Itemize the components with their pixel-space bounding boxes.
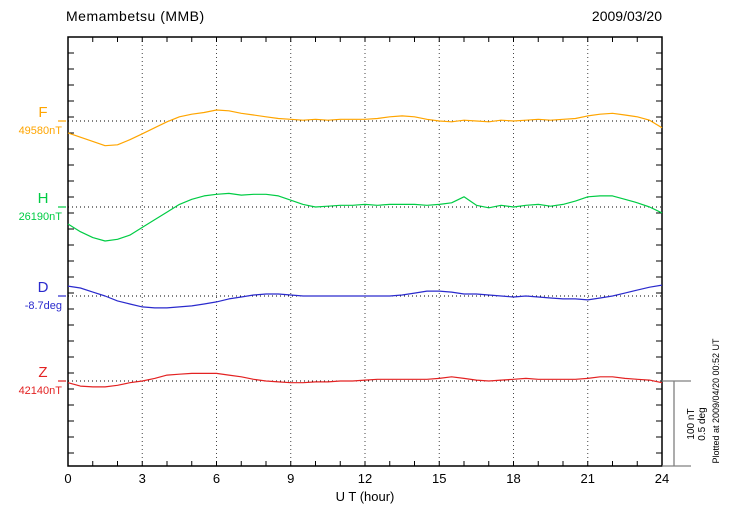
component-label-F: F (38, 104, 48, 121)
x-tick-label-6: 6 (212, 471, 221, 486)
x-tick-label-0: 0 (64, 471, 72, 486)
x-tick-label-3: 3 (138, 471, 146, 486)
baseline-value-D: -8.7deg (24, 300, 62, 312)
scale-bar-label-nt: 100 nT (686, 408, 697, 440)
x-tick-label-9: 9 (287, 471, 295, 486)
scale-bar-label-deg: 0.5 deg (697, 407, 708, 441)
baseline-value-H: 26190nT (18, 211, 62, 223)
date-label: 2009/03/20 (591, 8, 662, 24)
baseline-value-Z: 42140nT (18, 385, 62, 397)
trace-H (67, 192, 663, 242)
plot-frame (67, 36, 663, 467)
x-tick-label-18: 18 (506, 471, 521, 486)
trace-D (67, 284, 663, 309)
trace-F (67, 109, 663, 147)
x-axis-title: U T (hour) (335, 489, 395, 504)
page-title: Memambetsu (MMB) (66, 8, 205, 24)
x-tick-label-21: 21 (580, 471, 595, 486)
x-tick-label-24: 24 (654, 471, 670, 486)
baseline-value-F: 49580nT (18, 125, 62, 137)
trace-Z (67, 372, 663, 388)
plotted-at-note: Plotted at 2009/04/20 00:52 UT (711, 338, 721, 464)
component-label-H: H (37, 190, 49, 207)
x-tick-label-15: 15 (432, 471, 447, 486)
x-tick-label-12: 12 (357, 471, 373, 486)
component-label-D: D (37, 279, 49, 296)
component-label-Z: Z (38, 364, 48, 381)
scale-bar-label: 100 nT 0.5 deg (686, 401, 708, 447)
